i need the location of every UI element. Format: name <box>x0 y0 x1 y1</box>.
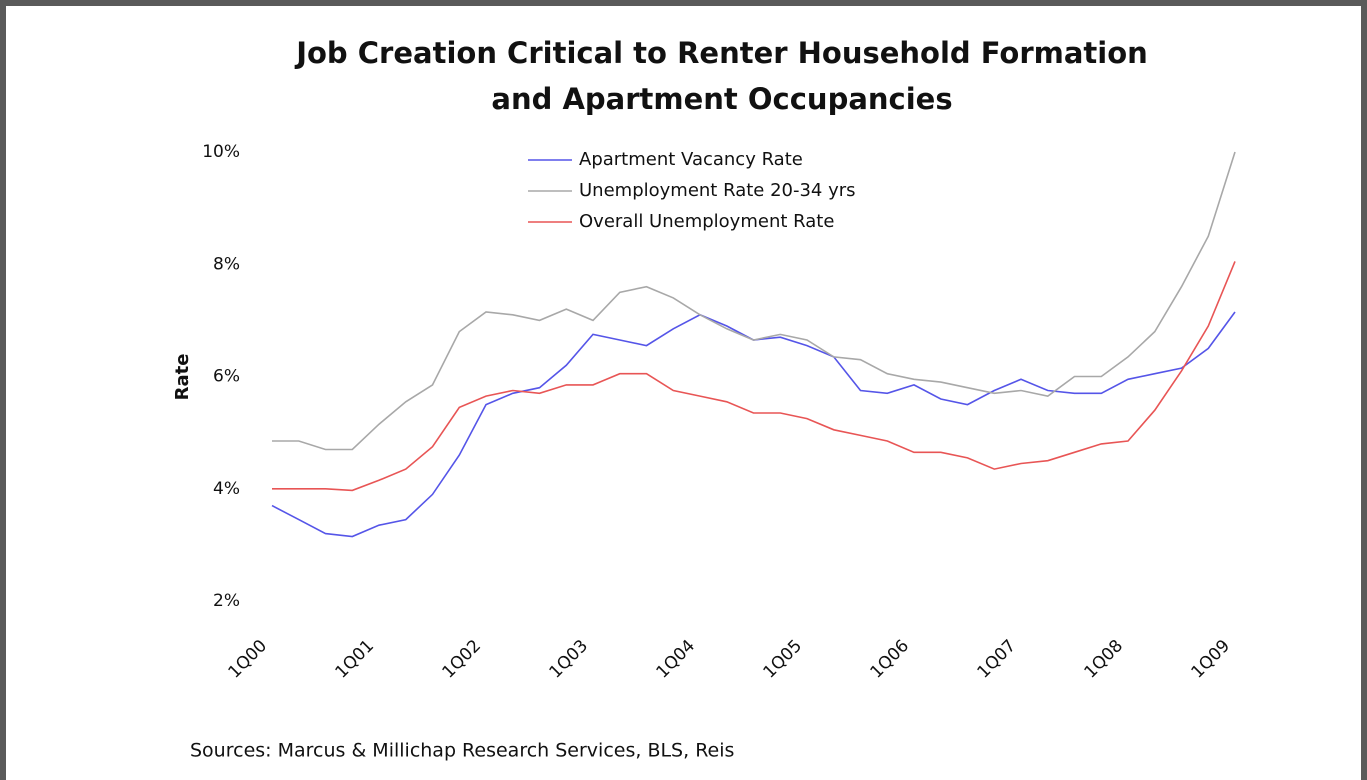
series-line <box>272 151 1236 451</box>
y-tick-label: 6% <box>213 367 240 387</box>
chart-title: and Apartment Occupancies <box>491 82 952 116</box>
chart-title: Job Creation Critical to Renter Househol… <box>294 36 1148 70</box>
legend-label: Overall Unemployment Rate <box>579 211 834 232</box>
legend-label: Apartment Vacancy Rate <box>579 149 803 170</box>
series-line <box>272 261 1236 492</box>
y-tick-label: 4% <box>213 479 240 499</box>
y-axis-label: Rate <box>172 354 193 401</box>
source-note: Sources: Marcus & Millichap Research Ser… <box>190 740 734 762</box>
y-tick-label: 10% <box>202 142 240 162</box>
legend-label: Unemployment Rate 20-34 yrs <box>579 180 856 201</box>
y-tick-label: 8% <box>213 254 240 274</box>
y-tick-label: 2% <box>213 591 240 611</box>
